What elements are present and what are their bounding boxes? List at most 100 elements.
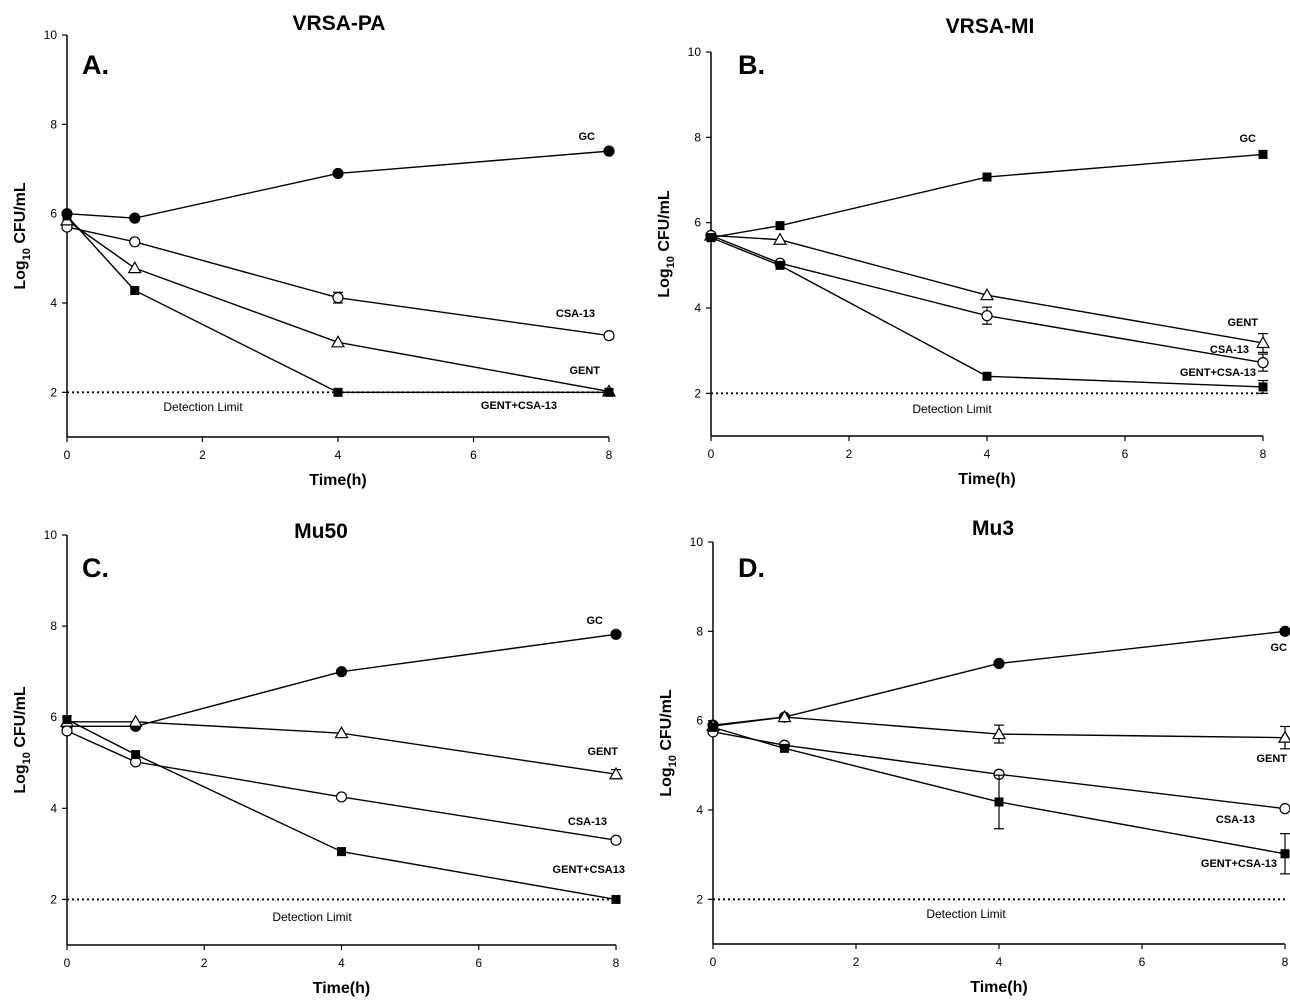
data-point <box>330 335 346 348</box>
data-point <box>1258 149 1268 159</box>
x-tick-label: 2 <box>201 956 208 970</box>
y-tick-label: 8 <box>50 117 57 131</box>
series-gent-csa-13: GENT+CSA-13 <box>62 211 614 412</box>
data-point <box>1255 335 1271 349</box>
data-point <box>706 233 716 243</box>
series-line <box>66 730 617 841</box>
data-point <box>1277 730 1290 743</box>
data-point <box>130 285 140 295</box>
data-point <box>333 387 343 397</box>
series-csa-13: CSA-13 <box>61 221 615 342</box>
y-axis-label: Log10 CFU/mL <box>656 190 677 298</box>
data-point <box>332 167 344 180</box>
data-point <box>129 212 141 224</box>
x-tick-label: 6 <box>1139 955 1146 969</box>
series-gent-csa-13: GENT+CSA-13 <box>706 233 1268 394</box>
data-point <box>335 666 348 678</box>
x-axis-label: Time(h) <box>970 979 1027 996</box>
x-tick-label: 8 <box>613 956 620 970</box>
series-label: GENT+CSA-13 <box>1180 367 1256 379</box>
panel-4: 2 4 6 8 10 0 2 4 6 8 Time(h) Log10 CFU/mL Mu3 D. Detec… <box>658 517 1290 996</box>
data-point <box>1279 625 1290 637</box>
series-gent: GENT <box>59 213 617 397</box>
chart-title: Mu50 <box>294 520 348 543</box>
data-point <box>128 714 143 727</box>
chart-title: VRSA-PA <box>293 12 386 35</box>
series-line <box>67 633 617 728</box>
series-label: CSA-13 <box>1210 344 1249 356</box>
detection-limit-label: Detection Limit <box>272 910 352 924</box>
y-tick-label: 8 <box>696 624 703 638</box>
series-label: GC <box>1240 133 1257 145</box>
series-gent: GENT <box>59 714 624 780</box>
series-line <box>67 721 617 775</box>
series-gent-csa13: GENT+CSA13 <box>62 715 625 904</box>
x-axis-label: Time(h) <box>313 980 370 997</box>
y-tick-label: 10 <box>690 535 704 549</box>
data-point <box>993 657 1005 670</box>
y-tick-label: 4 <box>50 801 57 815</box>
series-line <box>712 630 1286 726</box>
series-label: GENT+CSA-13 <box>481 400 557 412</box>
data-point <box>62 211 72 221</box>
x-axis-label: Time(h) <box>958 471 1015 488</box>
series-gc: GC <box>706 133 1268 243</box>
x-tick-label: 0 <box>64 956 71 970</box>
data-point <box>982 172 992 182</box>
series-gent-csa-13: GENT+CSA-13 <box>708 722 1290 875</box>
x-tick-label: 6 <box>475 956 482 970</box>
y-axis-label: Log10 CFU/mL <box>658 689 679 797</box>
series-label: GENT+CSA-13 <box>1201 858 1277 870</box>
series-label: GENT <box>587 746 618 758</box>
panel-letter: D. <box>738 553 765 583</box>
data-point <box>131 750 141 760</box>
series-label: CSA-13 <box>556 308 595 320</box>
series-line <box>710 234 1264 364</box>
detection-limit-label: Detection Limit <box>926 907 1006 921</box>
series-line <box>712 726 1286 855</box>
y-axis-label: Log10 CFU/mL <box>12 182 33 290</box>
x-tick-label: 4 <box>996 955 1003 969</box>
series-line <box>66 219 610 393</box>
data-point <box>608 766 624 780</box>
data-point <box>603 145 615 157</box>
series-label: GC <box>587 615 604 627</box>
series-label: CSA-13 <box>1216 814 1255 826</box>
series-line <box>712 716 1286 739</box>
y-tick-label: 10 <box>44 28 58 42</box>
x-tick-label: 4 <box>338 956 345 970</box>
chart-title: Mu3 <box>972 517 1014 540</box>
data-point <box>62 715 72 724</box>
y-tick-label: 2 <box>694 386 701 400</box>
series-line <box>66 226 610 337</box>
data-point <box>780 743 789 753</box>
series-gent: GENT <box>705 709 1290 765</box>
data-point <box>772 232 788 245</box>
data-point <box>127 260 142 274</box>
y-tick-label: 10 <box>44 528 58 542</box>
y-tick-label: 2 <box>696 892 703 906</box>
series-line <box>66 215 609 394</box>
data-point <box>334 725 349 739</box>
series-csa-13: CSA-13 <box>61 725 622 846</box>
series-label: GC <box>579 131 596 143</box>
detection-limit-label: Detection Limit <box>912 402 992 416</box>
data-point <box>1257 357 1269 369</box>
data-point <box>991 726 1007 740</box>
y-tick-label: 4 <box>50 296 57 310</box>
data-point <box>604 387 614 397</box>
x-tick-label: 2 <box>853 955 860 969</box>
y-tick-label: 8 <box>694 130 701 144</box>
chart-title: VRSA-MI <box>946 15 1035 38</box>
data-point <box>610 834 622 846</box>
data-point <box>979 287 995 301</box>
detection-limit-label: Detection Limit <box>163 400 243 414</box>
data-point <box>777 709 792 723</box>
series-line <box>710 234 1264 344</box>
y-tick-label: 6 <box>694 216 701 230</box>
x-axis-label: Time(h) <box>309 472 366 489</box>
data-point <box>335 791 348 803</box>
series-gc: GC <box>61 131 615 224</box>
panel-letter: C. <box>82 553 109 583</box>
panel-3: 2 4 6 8 10 0 2 4 6 8 Time(h) Log10 CFU/mL Mu50 C. Dete… <box>12 520 625 997</box>
